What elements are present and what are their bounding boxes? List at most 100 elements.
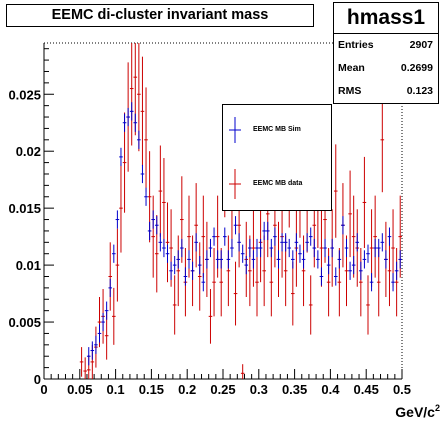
sim-series-point [333, 267, 338, 286]
sim-series-point [269, 238, 274, 258]
sim-series-point [86, 347, 91, 366]
data-series-point [233, 261, 238, 326]
sim-series-point [380, 233, 385, 252]
stats-entries-value: 2907 [409, 39, 433, 51]
x-tick-label: 0.35 [282, 382, 307, 397]
sim-series-point [298, 244, 302, 263]
x-tick-label: 0 [40, 382, 47, 397]
sim-series-point [137, 130, 141, 149]
sim-series-point [97, 324, 102, 343]
sim-series-point [215, 250, 220, 269]
sim-series-point [151, 210, 155, 229]
sim-series-point [276, 250, 281, 269]
y-tick-label: 0.02 [16, 144, 41, 159]
chart-title: EEMC di-cluster invariant mass [6, 4, 314, 27]
sim-series-point [147, 221, 152, 241]
sim-series-point [341, 216, 345, 235]
y-tick-label: 0.025 [8, 87, 41, 102]
sim-series-point [244, 255, 249, 275]
sim-series-point [219, 250, 223, 269]
sim-series-point [119, 147, 123, 167]
legend-label-data: EEMC MB data [253, 180, 303, 187]
sim-series-point [180, 238, 184, 258]
data-series-point [158, 145, 163, 237]
data-series-point [362, 156, 367, 249]
sim-series-point [240, 244, 245, 263]
legend-marker-data [229, 169, 241, 199]
sim-series-point [237, 233, 241, 252]
sim-series-point [162, 238, 166, 258]
sim-series-point [233, 216, 238, 235]
sim-series-point [187, 250, 191, 269]
data-series-point [176, 235, 181, 307]
sim-series-point [248, 238, 252, 258]
data-series-point [366, 275, 370, 335]
sim-series-point [387, 227, 392, 246]
sim-series-point [305, 233, 309, 252]
sim-series-point [183, 267, 188, 286]
sim-series-point [337, 250, 342, 269]
sim-series-point [366, 244, 370, 263]
y-tick-label: 0.005 [8, 315, 41, 330]
sim-series-point [262, 221, 266, 241]
sim-series-point [172, 255, 177, 275]
sim-series-point [330, 238, 334, 258]
data-series-point [269, 248, 274, 317]
sim-series-point [226, 250, 231, 269]
data-series-point [373, 195, 377, 278]
y-tick-label: 0 [34, 372, 41, 387]
sim-series-point [201, 273, 206, 292]
data-series-point [308, 275, 313, 335]
data-series-point [348, 170, 352, 258]
data-series-point [112, 287, 116, 345]
data-series-point [376, 248, 381, 317]
sim-series-point [258, 238, 263, 258]
sim-series-point [140, 164, 145, 184]
x-tick-label: 0.2 [178, 382, 196, 397]
x-axis-label: GeV/c2 [395, 403, 440, 420]
sim-series-point [194, 233, 198, 252]
data-series-point [301, 235, 306, 307]
data-series-point [172, 275, 177, 335]
y-tick-label: 0.015 [8, 201, 41, 216]
sim-series-point [197, 255, 202, 275]
x-tick-label: 0.15 [139, 382, 164, 397]
data-series-point [380, 87, 385, 193]
data-series-point [151, 195, 155, 278]
sim-series-point [133, 113, 138, 132]
sim-series-point [122, 113, 127, 132]
sim-series-point [223, 227, 227, 246]
sim-series-point [283, 233, 288, 252]
sim-series-point [376, 238, 381, 258]
sim-series-point [212, 227, 216, 246]
data-series-point [108, 242, 113, 311]
sim-series-point [308, 227, 313, 246]
sim-series-point [126, 107, 130, 127]
data-series-point [240, 364, 245, 379]
legend: EEMC MB Sim EEMC MB data [222, 104, 332, 211]
sim-series-point [255, 238, 259, 258]
sim-series-point [294, 233, 299, 252]
data-series-point [251, 209, 256, 287]
sim-series-point [362, 250, 367, 269]
stats-row-entries: Entries 2907 [334, 34, 438, 57]
stats-rms-value: 0.123 [406, 85, 433, 97]
x-tick-label: 0.3 [250, 382, 268, 397]
sim-series-point [326, 255, 331, 275]
sim-series-point [273, 227, 277, 246]
data-series-point [79, 347, 84, 377]
data-series-point [140, 56, 145, 167]
sim-series-point [251, 250, 256, 269]
sim-series-point [115, 210, 120, 229]
sim-series-point [154, 216, 159, 235]
data-series-point [291, 261, 295, 326]
sim-series-point [208, 238, 213, 258]
x-tick-label: 0.1 [107, 382, 125, 397]
sim-series-point [384, 250, 388, 269]
sim-series-point [287, 238, 292, 258]
data-series-point [165, 202, 170, 283]
data-series-point [201, 195, 206, 278]
sim-series-point [319, 267, 324, 286]
data-series-point [255, 248, 259, 317]
